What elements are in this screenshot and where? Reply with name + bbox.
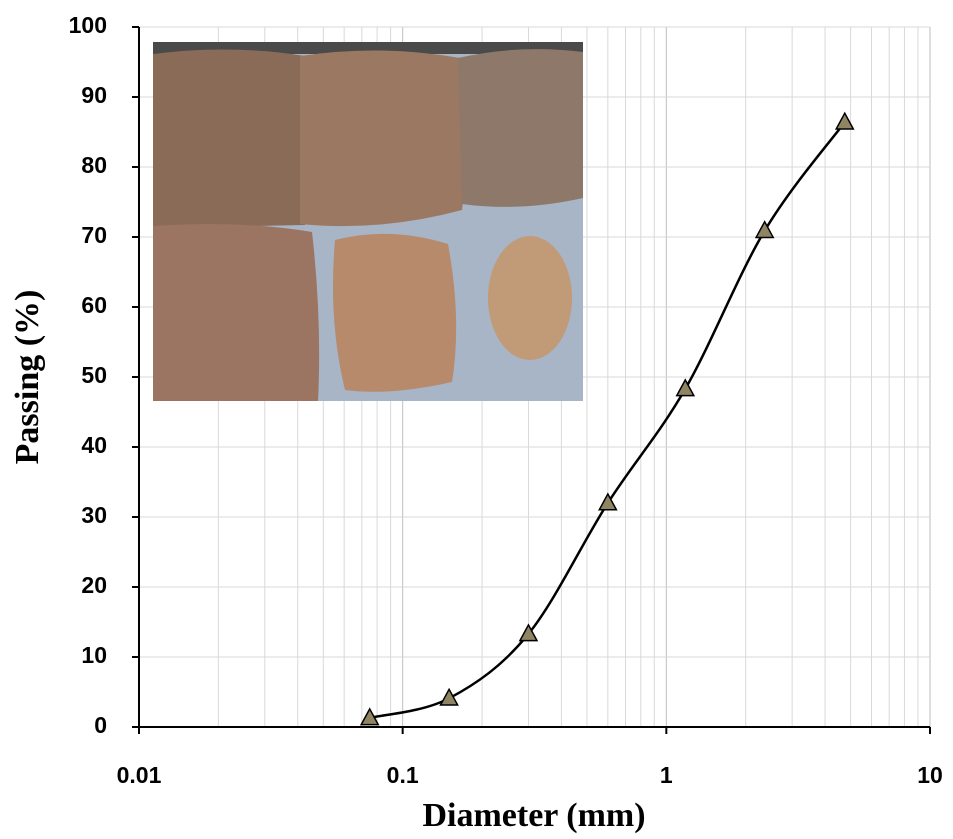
marker (518, 623, 539, 642)
x-axis-title: Diameter (mm) (422, 797, 645, 834)
y-tick-label: 10 (81, 642, 107, 668)
sand-pile (332, 233, 457, 392)
marker (359, 707, 380, 726)
marker (834, 111, 855, 130)
sand-pile (153, 224, 320, 401)
y-axis-title: Passing (%) (9, 290, 46, 465)
y-tick-label: 100 (69, 12, 107, 38)
y-tick-label: 40 (81, 432, 107, 458)
sand-pile (153, 49, 305, 228)
marker (598, 492, 618, 511)
x-tick-label: 10 (917, 762, 943, 788)
x-tick-label: 0.01 (117, 762, 162, 788)
y-tick-label: 70 (81, 222, 107, 248)
marker (675, 378, 696, 397)
y-tick-label: 20 (81, 572, 107, 598)
y-tick-label: 30 (81, 502, 107, 528)
y-tick-label: 50 (81, 362, 107, 388)
inset-photo (153, 42, 583, 401)
sand-pile (458, 49, 583, 207)
sand-pile (300, 50, 466, 227)
sand-pile (488, 236, 572, 360)
y-tick-label: 0 (94, 712, 107, 738)
y-tick-label: 80 (81, 152, 107, 178)
x-tick-label: 1 (660, 762, 673, 788)
y-tick-label: 90 (81, 82, 107, 108)
y-tick-label: 60 (81, 292, 107, 318)
x-tick-label: 0.1 (387, 762, 419, 788)
marker (754, 220, 775, 239)
marker (439, 687, 459, 706)
